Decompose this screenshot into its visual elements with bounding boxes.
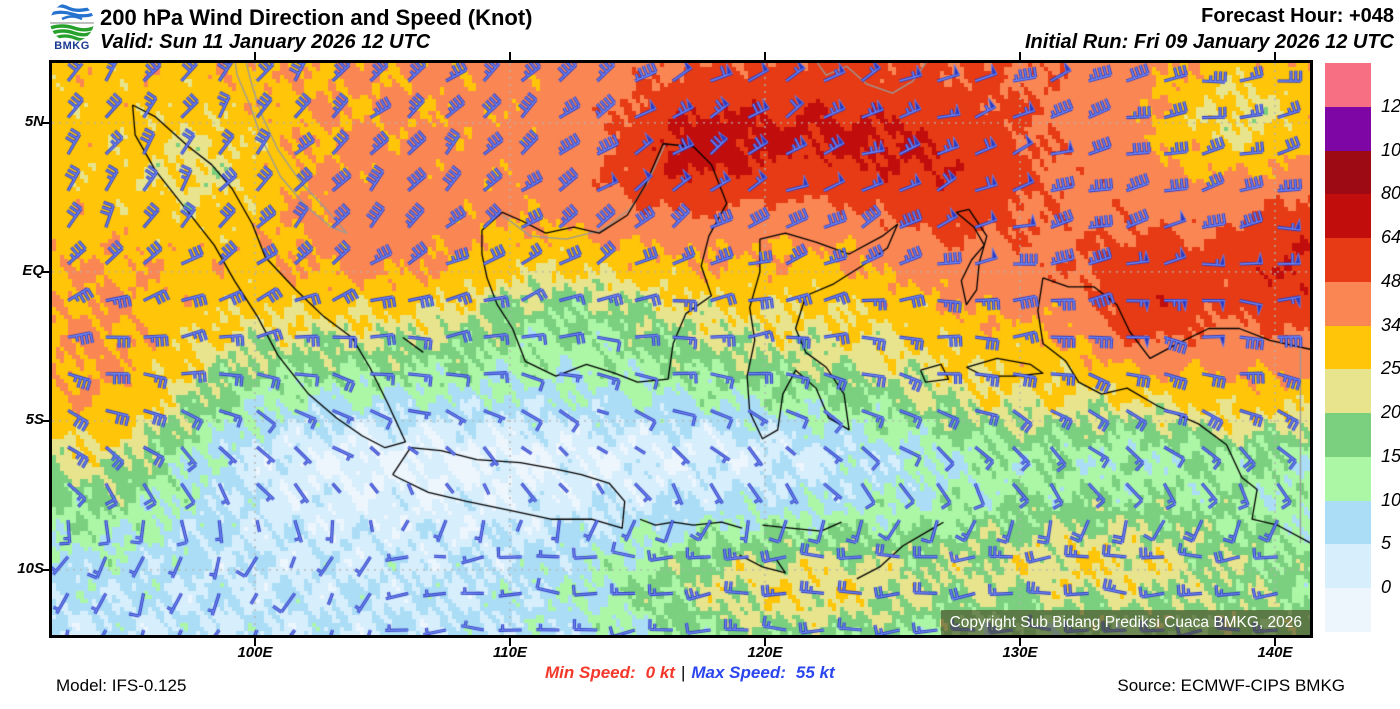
speed-separator: |: [680, 663, 686, 682]
x-tick-label: 100E: [237, 644, 273, 661]
tickmark: [41, 419, 49, 422]
tickmark: [41, 568, 49, 571]
bmkg-logo-text: BMKG: [54, 40, 90, 52]
y-tick-label: 5N: [24, 112, 44, 130]
forecast-hour: Forecast Hour: +048: [1201, 5, 1394, 27]
tickmark: [253, 638, 256, 646]
legend-swatch: [1325, 194, 1371, 239]
copyright-overlay: Copyright Sub Bidang Prediksi Cuaca BMKG…: [940, 610, 1310, 635]
tickmark: [1273, 52, 1276, 60]
legend-swatch: [1325, 369, 1371, 414]
tickmark: [1018, 638, 1021, 646]
min-max-speed: Min Speed: 0 kt | Max Speed: 55 kt: [545, 663, 835, 683]
y-tick-label: EQ: [22, 261, 44, 279]
legend-swatch: [1325, 325, 1371, 370]
legend-label: 100: [1381, 139, 1400, 160]
legend-swatch: [1325, 238, 1371, 283]
legend-label: 120: [1381, 95, 1400, 116]
initial-run: Initial Run: Fri 09 January 2026 12 UTC: [1024, 31, 1394, 53]
valid-time: Valid: Sun 11 January 2026 12 UTC: [100, 31, 431, 53]
bmkg-logo: [50, 2, 94, 42]
wind-map-canvas: [52, 63, 1310, 635]
min-speed-label: Min Speed:: [545, 663, 636, 682]
page-title: 200 hPa Wind Direction and Speed (Knot): [100, 5, 533, 30]
legend-label: 5: [1381, 533, 1392, 554]
legend-label: 20: [1381, 402, 1400, 423]
legend-swatch: [1325, 588, 1371, 633]
legend-label: 80: [1381, 183, 1400, 204]
tickmark: [508, 52, 511, 60]
max-speed-label: Max Speed:: [691, 663, 786, 682]
model-label: Model: IFS-0.125: [56, 676, 187, 695]
tickmark: [508, 638, 511, 646]
legend-label: 34: [1381, 314, 1400, 335]
legend-swatch: [1325, 63, 1371, 108]
x-tick-label: 120E: [747, 644, 783, 661]
tickmark: [1273, 638, 1276, 646]
x-tick-label: 130E: [1002, 644, 1038, 661]
legend-swatch: [1325, 544, 1371, 589]
legend-label: 15: [1381, 445, 1400, 466]
legend-swatch: [1325, 150, 1371, 195]
tickmark: [763, 52, 766, 60]
legend-label: 48: [1381, 270, 1400, 291]
x-tick-label: 110E: [493, 644, 527, 661]
source-label: Source: ECMWF-CIPS BMKG: [1117, 676, 1345, 695]
y-tick-label: 10S: [17, 559, 44, 577]
legend-label: 64: [1381, 227, 1400, 248]
legend-label: 25: [1381, 358, 1400, 379]
min-speed-value: 0 kt: [645, 663, 675, 682]
x-tick-label: 140E: [1257, 644, 1293, 661]
legend-swatch: [1325, 413, 1371, 458]
tickmark: [763, 638, 766, 646]
tickmark: [253, 52, 256, 60]
legend-label: 10: [1381, 489, 1400, 510]
tickmark: [41, 121, 49, 124]
tickmark: [1018, 52, 1021, 60]
map-frame: Copyright Sub Bidang Prediksi Cuaca BMKG…: [49, 60, 1313, 638]
legend-label: 0: [1381, 577, 1392, 598]
legend-swatch: [1325, 500, 1371, 545]
legend-swatch: [1325, 456, 1371, 502]
legend-swatch: [1325, 106, 1371, 152]
y-tick-label: 5S: [25, 410, 44, 428]
legend-swatch: [1325, 281, 1371, 327]
max-speed-value: 55 kt: [795, 663, 835, 682]
tickmark: [41, 270, 49, 273]
